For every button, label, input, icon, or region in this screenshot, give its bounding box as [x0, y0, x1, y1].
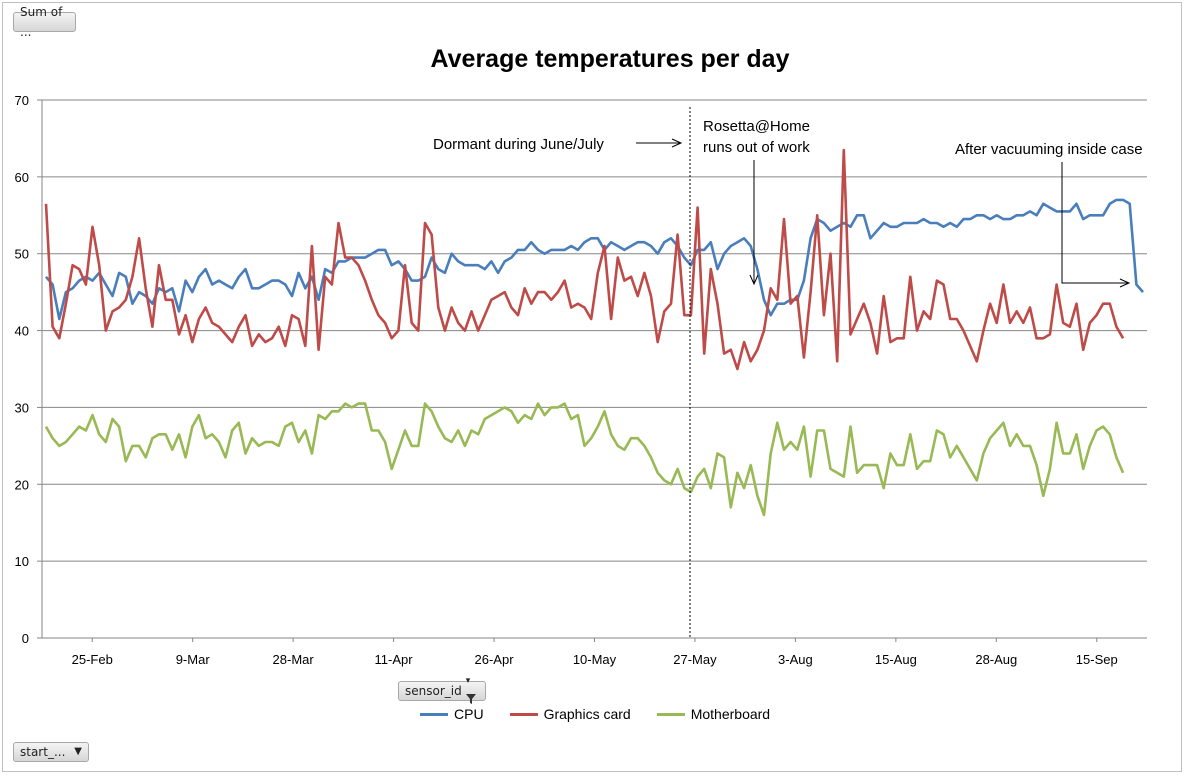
annotation-dormant-arrowhead [671, 138, 683, 148]
values-field-button[interactable]: Sum of ... [13, 5, 76, 39]
series-field-label: sensor_id [405, 684, 462, 698]
annotation-vacuum-arrow [1061, 162, 1128, 284]
chart-title: Average temperatures per day [431, 45, 790, 73]
x-tick-label: 26-Apr [475, 652, 515, 667]
x-tick-label: 25-Feb [72, 652, 113, 667]
y-tick-label: 70 [15, 93, 29, 108]
x-tick-label: 3-Aug [778, 652, 813, 667]
x-tick-label: 11-Apr [375, 652, 414, 667]
x-tick-label: 27-May [673, 652, 717, 667]
legend-item-motherboard: Motherboard [656, 706, 771, 722]
series-line-graphics-card [44, 148, 1125, 371]
x-tick-label: 9-Mar [176, 652, 211, 667]
gridlines [42, 99, 1147, 639]
y-tick-label: 60 [15, 170, 29, 185]
annotation-rosetta-line2: runs out of work [703, 139, 810, 156]
legend-label-graphics-card: Graphics card [543, 706, 631, 722]
series-line-cpu [45, 198, 1144, 321]
annotation-dormant: Dormant during June/July [433, 136, 604, 153]
series-lines [44, 148, 1144, 517]
series-field-button[interactable]: sensor_id ▾ [398, 676, 486, 704]
axis-field-label: start_... [20, 745, 66, 759]
annotations: Dormant during June/July Rosetta@Home ru… [433, 107, 1143, 637]
axis-field-button[interactable]: start_... ▼ [13, 742, 89, 762]
annotation-vacuum: After vacuuming inside case [955, 141, 1143, 158]
filter-dropdown-icon[interactable]: ▾ [465, 671, 479, 711]
series-line-motherboard [44, 402, 1125, 517]
chart-legend: CPU Graphics card Motherboard [420, 706, 770, 722]
legend-label-cpu: CPU [454, 706, 484, 722]
y-tick-label: 50 [15, 247, 29, 262]
x-tick-label: 28-Mar [273, 652, 315, 667]
x-tick-label: 15-Aug [875, 652, 917, 667]
y-axis: 0 10 20 30 40 50 60 70 [15, 93, 43, 646]
y-tick-label: 0 [22, 631, 29, 646]
legend-item-cpu: CPU [420, 706, 484, 722]
chevron-down-icon[interactable]: ▼ [74, 746, 82, 757]
legend-swatch-cpu [420, 712, 448, 716]
annotation-rosetta-arrowhead [749, 274, 759, 286]
y-tick-label: 20 [15, 477, 29, 492]
annotation-vacuum-arrowhead [1119, 278, 1131, 288]
x-tick-label: 28-Aug [975, 652, 1017, 667]
y-tick-label: 30 [15, 400, 29, 415]
y-tick-label: 10 [15, 554, 29, 569]
y-tick-label: 40 [15, 324, 29, 339]
legend-swatch-graphics-card [509, 712, 538, 716]
x-tick-label: 10-May [573, 652, 617, 667]
x-axis: 25-Feb 9-Mar 28-Mar 11-Apr 26-Apr 10-May 27-Ma… [42, 637, 1147, 667]
legend-item-graphics-card: Graphics card [509, 706, 631, 722]
values-field-label: Sum of ... [20, 5, 63, 39]
legend-label-motherboard: Motherboard [690, 706, 771, 722]
x-tick-label: 15-Sep [1076, 652, 1118, 667]
legend-swatch-motherboard [656, 712, 685, 716]
annotation-rosetta-line1: Rosetta@Home [703, 118, 810, 135]
